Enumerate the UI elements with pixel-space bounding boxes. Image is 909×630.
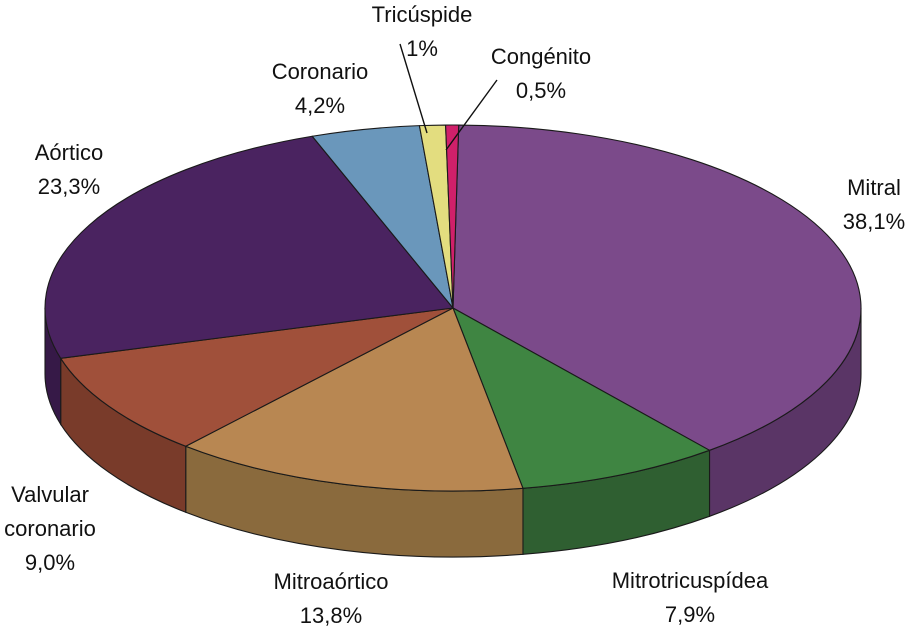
pie-slices bbox=[44, 124, 862, 492]
congenito-leader-line bbox=[445, 79, 498, 151]
valvular-coronario-label-2: coronario bbox=[4, 516, 96, 541]
congenito-value-label: 0,5% bbox=[516, 78, 566, 103]
tricuspide-leader-line bbox=[399, 43, 428, 134]
tricuspide-label: Tricúspide bbox=[372, 2, 473, 27]
congenito-label: Congénito bbox=[491, 44, 591, 69]
valvular-coronario-value-label: 9,0% bbox=[25, 550, 75, 575]
slice-mitroaortico bbox=[185, 307, 524, 492]
mitral-label: Mitral bbox=[847, 175, 901, 200]
coronario-value-label: 4,2% bbox=[295, 93, 345, 118]
mitral-value-label: 38,1% bbox=[843, 209, 905, 234]
slice-mitrotricuspidea bbox=[452, 307, 711, 489]
mitroaortico-label: Mitroaórtico bbox=[274, 569, 389, 594]
tricuspide-value-label: 1% bbox=[406, 36, 438, 61]
slice-mitral bbox=[452, 124, 862, 451]
valvular-coronario-label-1: Valvular bbox=[11, 482, 89, 507]
slice-labels: Mitral 38,1% Mitrotricuspídea 7,9% Mitroaórt… bbox=[4, 2, 905, 628]
slice-valvular-coronario bbox=[60, 307, 454, 447]
slice-aortico bbox=[44, 135, 454, 359]
aortico-label: Aórtico bbox=[35, 140, 103, 165]
coronario-label: Coronario bbox=[272, 59, 369, 84]
mitroaortico-value-label: 13,8% bbox=[300, 603, 362, 628]
mitrotricuspidea-label: Mitrotricuspídea bbox=[612, 568, 769, 593]
leader-lines bbox=[399, 43, 498, 151]
mitrotricuspidea-value-label: 7,9% bbox=[665, 602, 715, 627]
aortico-value-label: 23,3% bbox=[38, 174, 100, 199]
slice-congenito bbox=[445, 124, 460, 309]
